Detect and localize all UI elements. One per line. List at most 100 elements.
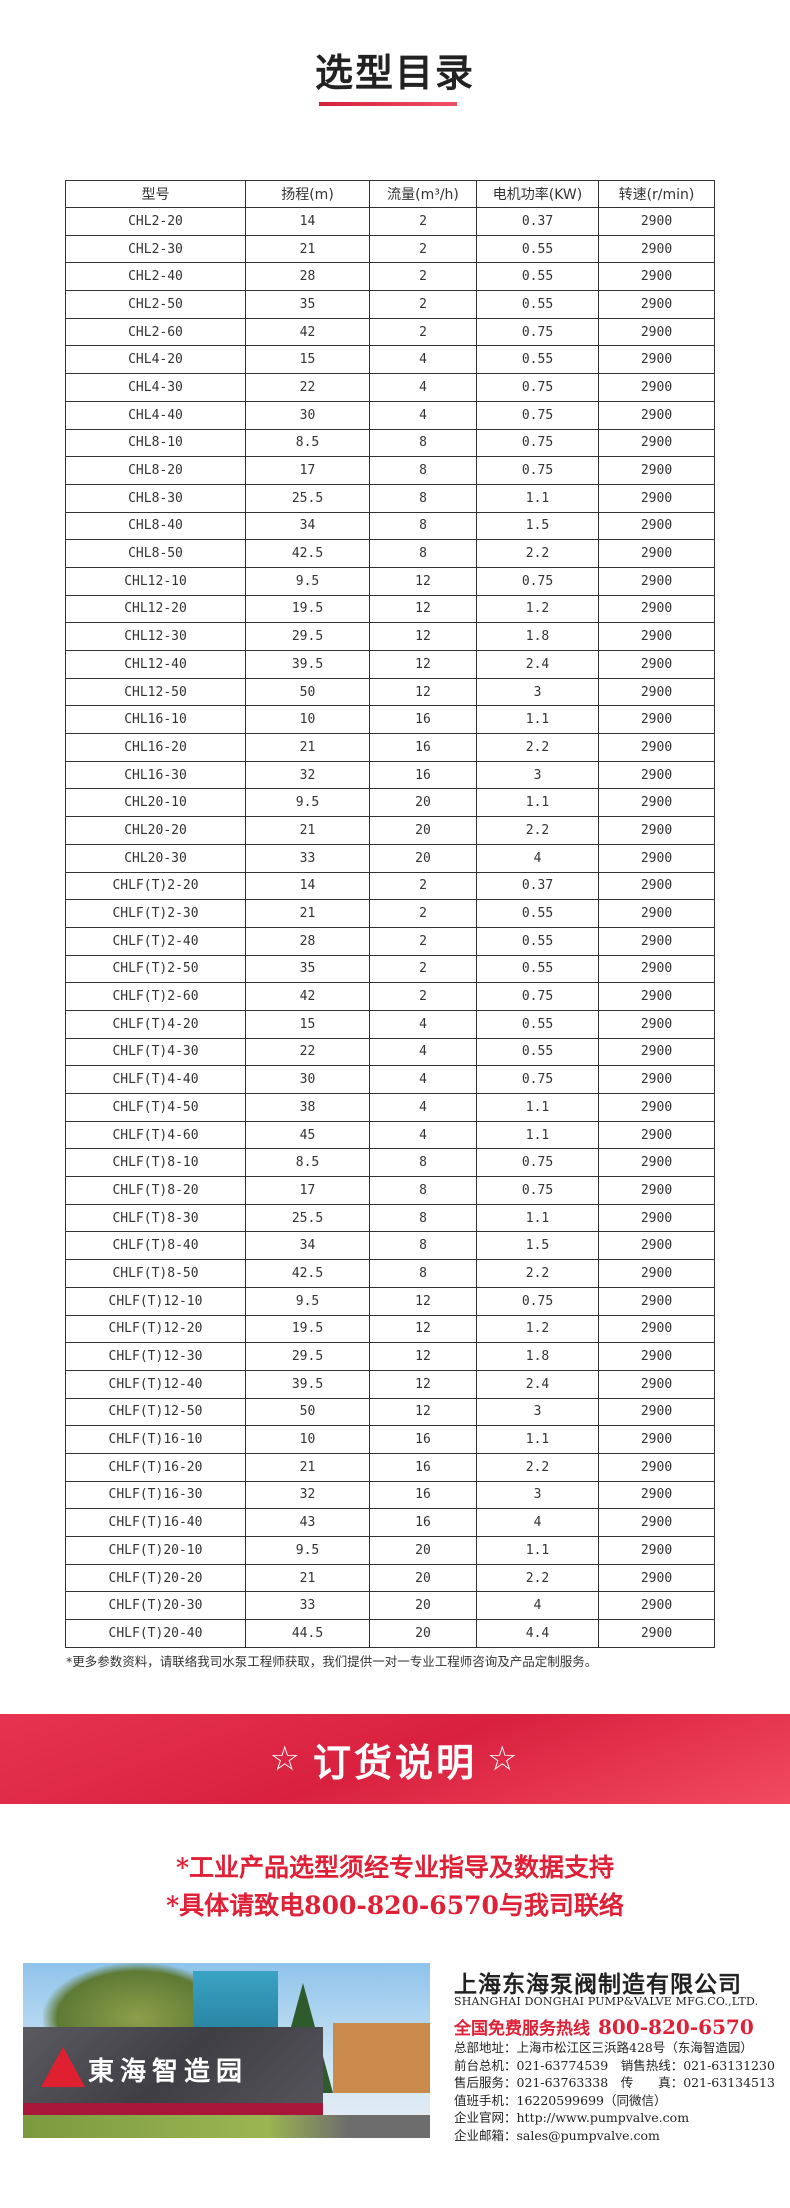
cell-head: 21 [245, 816, 370, 845]
cell-speed: 2900 [598, 677, 715, 707]
cell-speed: 2900 [598, 483, 715, 513]
cell-model: CHL12-20 [65, 594, 246, 624]
cell-head: 21 [245, 1563, 370, 1593]
cell-speed: 2900 [598, 1286, 715, 1316]
cell-speed: 2900 [598, 1480, 715, 1510]
cell-model: CHL16-20 [65, 733, 246, 762]
cell-model: CHL20-20 [65, 816, 246, 845]
cell-head: 42 [245, 317, 370, 347]
hotline-label: 全国免费服务热线 [454, 2019, 590, 2039]
table-row: CHLF(T)12-50 50 12 3 2900 [65, 1397, 715, 1427]
cell-head: 21 [245, 1452, 370, 1482]
star-icon: ☆ [487, 1739, 521, 1779]
cell-flow: 2 [369, 954, 477, 984]
cell-flow: 8 [369, 1176, 477, 1205]
cell-model: CHLF(T)12-50 [65, 1397, 246, 1427]
cell-power: 1.5 [476, 1231, 599, 1261]
cell-flow: 2 [369, 290, 477, 319]
table-row: CHLF(T)20-10 9.5 20 1.1 2900 [65, 1536, 715, 1565]
cell-model: CHL8-30 [65, 483, 246, 513]
cell-head: 39.5 [245, 1369, 370, 1399]
cell-power: 0.55 [476, 234, 599, 264]
cell-head: 15 [245, 1009, 370, 1039]
table-row: CHLF(T)16-20 21 16 2.2 2900 [65, 1452, 715, 1482]
cell-flow: 20 [369, 1563, 477, 1593]
cell-flow: 12 [369, 1369, 477, 1399]
col-power: 电机功率(KW) [476, 180, 599, 208]
cell-flow: 2 [369, 871, 477, 901]
hotline-number: 800-820-6570 [598, 2015, 754, 2039]
contact-line: 企业官网：http://www.pumpvalve.com [454, 2110, 690, 2125]
footnote: *更多参数资料，请联络我司水泵工程师获取，我们提供一对一专业工程师咨询及产品定制… [66, 1654, 598, 1669]
order-line-1: *工业产品选型须经专业指导及数据支持 [175, 1853, 615, 1882]
cell-model: CHLF(T)4-60 [65, 1120, 246, 1150]
cell-speed: 2900 [598, 539, 715, 568]
contact-line: 前台总机：021-63774539 销售热线：021-63131230 [454, 2057, 775, 2073]
cell-head: 28 [245, 926, 370, 956]
cell-head: 8.5 [245, 1148, 370, 1178]
cell-model: CHLF(T)16-40 [65, 1508, 246, 1537]
cell-power: 0.75 [476, 373, 599, 402]
cell-model: CHLF(T)4-30 [65, 1037, 246, 1067]
cell-flow: 16 [369, 705, 477, 735]
table-row: CHLF(T)16-30 32 16 3 2900 [65, 1480, 715, 1510]
cell-flow: 8 [369, 483, 477, 513]
cell-model: CHL4-30 [65, 373, 246, 402]
cell-flow: 2 [369, 982, 477, 1011]
cell-power: 1.1 [476, 1120, 599, 1150]
cell-power: 2.2 [476, 1259, 599, 1288]
cell-speed: 2900 [598, 1037, 715, 1067]
cell-flow: 12 [369, 594, 477, 624]
table-row: CHL4-20 15 4 0.55 2900 [65, 345, 715, 375]
cell-model: CHLF(T)20-10 [65, 1536, 246, 1565]
cell-head: 14 [245, 871, 370, 901]
cell-model: CHLF(T)8-40 [65, 1231, 246, 1261]
cell-power: 0.55 [476, 262, 599, 292]
cell-flow: 8 [369, 1231, 477, 1261]
cell-flow: 12 [369, 1314, 477, 1344]
cell-speed: 2900 [598, 733, 715, 762]
cell-model: CHLF(T)8-20 [65, 1176, 246, 1205]
cell-head: 17 [245, 456, 370, 485]
cell-power: 1.1 [476, 788, 599, 818]
cell-flow: 2 [369, 926, 477, 956]
cell-power: 2.2 [476, 816, 599, 845]
table-row: CHL8-50 42.5 8 2.2 2900 [65, 539, 715, 568]
cell-speed: 2900 [598, 926, 715, 956]
cell-flow: 16 [369, 1480, 477, 1510]
cell-power: 1.8 [476, 1342, 599, 1371]
cell-flow: 8 [369, 1203, 477, 1233]
table-row: CHLF(T)2-60 42 2 0.75 2900 [65, 982, 715, 1011]
cell-speed: 2900 [598, 1120, 715, 1150]
table-row: CHL20-30 33 20 4 2900 [65, 843, 715, 873]
cell-power: 3 [476, 1480, 599, 1510]
table-row: CHL8-30 25.5 8 1.1 2900 [65, 483, 715, 513]
cell-head: 15 [245, 345, 370, 375]
cell-model: CHLF(T)12-40 [65, 1369, 246, 1399]
table-row: CHLF(T)4-50 38 4 1.1 2900 [65, 1093, 715, 1122]
cell-model: CHLF(T)2-40 [65, 926, 246, 956]
table-row: CHLF(T)20-40 44.5 20 4.4 2900 [65, 1619, 715, 1648]
cell-speed: 2900 [598, 207, 715, 236]
cell-head: 45 [245, 1120, 370, 1150]
cell-head: 33 [245, 1591, 370, 1621]
cell-speed: 2900 [598, 290, 715, 319]
cell-model: CHLF(T)16-10 [65, 1425, 246, 1454]
cell-speed: 2900 [598, 954, 715, 984]
cell-speed: 2900 [598, 1425, 715, 1454]
cell-model: CHLF(T)2-60 [65, 982, 246, 1011]
cell-power: 0.75 [476, 982, 599, 1011]
cell-speed: 2900 [598, 705, 715, 735]
cell-model: CHL16-10 [65, 705, 246, 735]
cell-power: 4 [476, 843, 599, 873]
cell-model: CHL4-20 [65, 345, 246, 375]
cell-power: 3 [476, 677, 599, 707]
cell-model: CHL2-60 [65, 317, 246, 347]
cell-flow: 12 [369, 650, 477, 679]
cell-model: CHLF(T)12-10 [65, 1286, 246, 1316]
cell-head: 9.5 [245, 566, 370, 596]
cell-flow: 4 [369, 1093, 477, 1122]
table-row: CHLF(T)12-10 9.5 12 0.75 2900 [65, 1286, 715, 1316]
cell-power: 2.2 [476, 733, 599, 762]
cell-flow: 12 [369, 622, 477, 651]
